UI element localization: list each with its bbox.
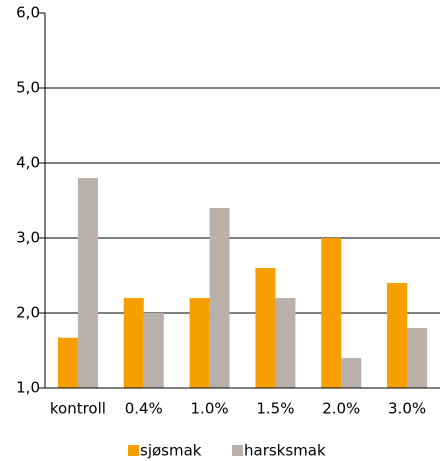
bar [387, 283, 408, 388]
legend-label: sjøsmak [140, 442, 202, 460]
y-tick-label: 3,0 [16, 229, 40, 247]
x-tick-label: 0.4% [125, 400, 163, 418]
bar [275, 298, 296, 388]
y-tick-label: 2,0 [16, 304, 40, 322]
bar [123, 298, 144, 388]
legend-swatch [128, 445, 139, 456]
bar [341, 358, 362, 388]
bar [143, 313, 164, 388]
bar [77, 178, 98, 388]
bar [321, 238, 342, 388]
bar [255, 268, 276, 388]
x-tick-label: 1.0% [191, 400, 229, 418]
legend-swatch [232, 445, 243, 456]
y-tick-label: 4,0 [16, 154, 40, 172]
y-tick-label: 5,0 [16, 79, 40, 97]
x-tick-label: 2.0% [322, 400, 360, 418]
bar [407, 328, 428, 388]
x-tick-label: kontroll [50, 400, 106, 418]
y-tick-label: 1,0 [16, 379, 40, 397]
x-tick-label: 1.5% [256, 400, 294, 418]
y-tick-label: 6,0 [16, 4, 40, 22]
bar [57, 337, 78, 388]
x-tick-label: 3.0% [388, 400, 426, 418]
legend-label: harsksmak [244, 442, 326, 460]
bar [209, 208, 230, 388]
bar [189, 298, 210, 388]
